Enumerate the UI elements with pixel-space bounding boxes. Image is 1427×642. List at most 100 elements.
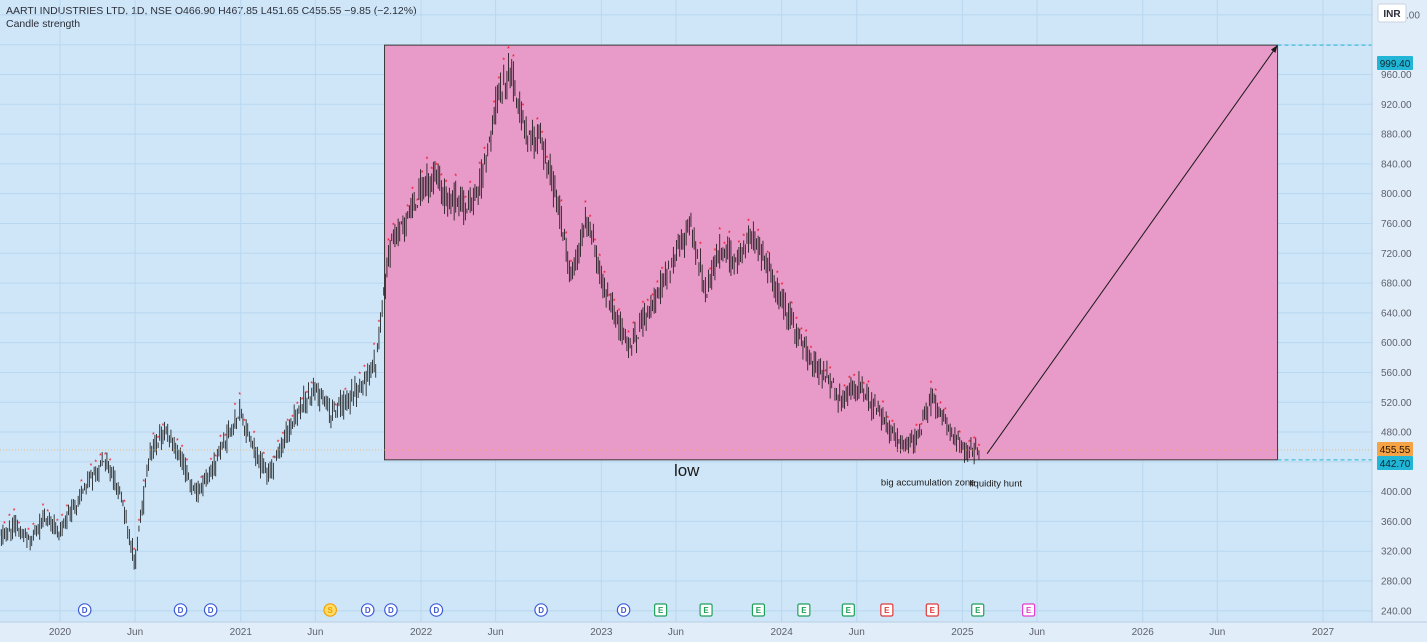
strength-dot: * — [613, 298, 616, 305]
y-tick-label: 280.00 — [1381, 577, 1412, 588]
strength-dot: * — [886, 415, 889, 422]
event-marker[interactable]: E — [1022, 603, 1036, 617]
strength-dot: * — [747, 218, 750, 225]
x-tick-label: Jun — [1209, 627, 1225, 638]
time-axis — [0, 622, 1427, 642]
strength-dot: * — [387, 238, 390, 245]
strength-dot: * — [123, 500, 126, 507]
event-marker[interactable]: E — [751, 603, 766, 617]
event-marker[interactable]: E — [971, 603, 985, 617]
price-tag-current: 455.55 — [1377, 442, 1413, 456]
strength-dot: * — [262, 451, 265, 458]
strength-dot: * — [651, 293, 654, 300]
price-tag-bottom: 442.70 — [1377, 456, 1413, 470]
indicator-label[interactable]: Candle strength — [6, 18, 81, 30]
x-tick-label: 2022 — [410, 627, 433, 638]
event-marker[interactable]: E — [797, 603, 811, 617]
strength-dot: * — [728, 231, 731, 238]
strength-dot: * — [843, 384, 846, 391]
x-tick-label: 2025 — [951, 627, 974, 638]
strength-dot: * — [464, 196, 467, 203]
svg-text:E: E — [1026, 606, 1032, 615]
event-marker[interactable]: D — [534, 603, 548, 617]
svg-text:S: S — [328, 606, 334, 615]
event-marker[interactable]: E — [699, 603, 713, 617]
strength-dot: * — [973, 436, 976, 443]
strength-dot: * — [109, 458, 112, 465]
strength-dot: * — [862, 381, 865, 388]
strength-dot: * — [915, 424, 918, 431]
strength-dot: * — [435, 163, 438, 170]
interval-label[interactable]: 1D — [131, 5, 145, 17]
y-tick-label: 560.00 — [1381, 368, 1412, 379]
projection-arrow[interactable] — [986, 44, 1278, 454]
symbol-name[interactable]: AARTI INDUSTRIES LTD — [6, 5, 126, 17]
ohlc-close: C455.55 — [301, 5, 342, 17]
strength-dot: * — [934, 388, 937, 395]
strength-dot: * — [411, 186, 414, 193]
event-marker[interactable]: D — [616, 603, 631, 617]
strength-dot: * — [493, 100, 496, 107]
event-marker[interactable]: E — [841, 603, 855, 617]
strength-dot: * — [296, 402, 299, 409]
strength-dot: * — [66, 504, 69, 511]
strength-dot: * — [42, 503, 45, 510]
x-tick-label: Jun — [1029, 627, 1045, 638]
event-marker[interactable]: S — [323, 603, 337, 617]
event-marker[interactable]: D — [173, 603, 188, 617]
strength-dot: * — [699, 241, 702, 248]
event-marker[interactable]: D — [384, 603, 398, 617]
strength-dot: * — [219, 435, 222, 442]
y-tick-label: 960.00 — [1381, 70, 1412, 81]
strength-dot: * — [142, 479, 145, 486]
price-tag-current-text: 455.55 — [1380, 445, 1411, 456]
currency-label: INR — [1383, 9, 1401, 20]
strength-dot: * — [522, 103, 525, 110]
strength-dot: * — [502, 58, 505, 65]
svg-text:E: E — [703, 606, 709, 615]
y-tick-label: 480.00 — [1381, 428, 1412, 439]
strength-dot: * — [930, 381, 933, 388]
strength-dot: * — [104, 452, 107, 459]
strength-dot: * — [829, 366, 832, 373]
x-tick-label: 2026 — [1132, 627, 1155, 638]
ohlc-high: H467.85 — [218, 5, 258, 17]
svg-text:E: E — [756, 606, 762, 615]
y-tick-label: 520.00 — [1381, 398, 1412, 409]
event-marker[interactable]: D — [203, 603, 218, 617]
accumulation-range-zone[interactable] — [384, 44, 1279, 461]
currency-button[interactable] — [1377, 3, 1407, 23]
event-marker[interactable]: D — [360, 603, 375, 617]
strength-dot: * — [90, 463, 93, 470]
accumulation-annotation[interactable]: big accumulation zone — [881, 478, 976, 489]
svg-text:E: E — [846, 606, 852, 615]
event-marker[interactable]: D — [429, 603, 444, 617]
chart-legend-header: AARTI INDUSTRIES LTD, 1D, NSE O466.90 H4… — [6, 5, 417, 17]
strength-dot: * — [224, 434, 227, 441]
strength-dot: * — [882, 400, 885, 407]
strength-dot: * — [243, 419, 246, 426]
event-marker[interactable]: D — [77, 603, 92, 617]
strength-dot: * — [426, 156, 429, 163]
x-tick-label: Jun — [488, 627, 504, 638]
ohlc-low: L451.65 — [260, 5, 299, 17]
event-marker[interactable]: E — [654, 603, 668, 617]
strength-dot: * — [454, 174, 457, 181]
strength-dot: * — [133, 547, 136, 554]
strength-dot: * — [56, 519, 59, 526]
event-marker[interactable]: E — [925, 603, 939, 617]
strength-dot: * — [445, 179, 448, 186]
svg-text:D: D — [433, 606, 439, 615]
low-annotation[interactable]: low — [674, 461, 700, 480]
strength-dot: * — [608, 293, 611, 300]
strength-dot: * — [709, 267, 712, 274]
liquidity-annotation[interactable]: liquidity hunt — [969, 479, 1022, 490]
svg-text:D: D — [208, 606, 214, 615]
svg-text:E: E — [884, 606, 890, 615]
strength-dot: * — [714, 248, 717, 255]
event-marker[interactable]: E — [880, 603, 894, 617]
strength-dot: * — [152, 432, 155, 439]
svg-text:D: D — [538, 606, 544, 615]
x-tick-label: 2021 — [230, 627, 253, 638]
